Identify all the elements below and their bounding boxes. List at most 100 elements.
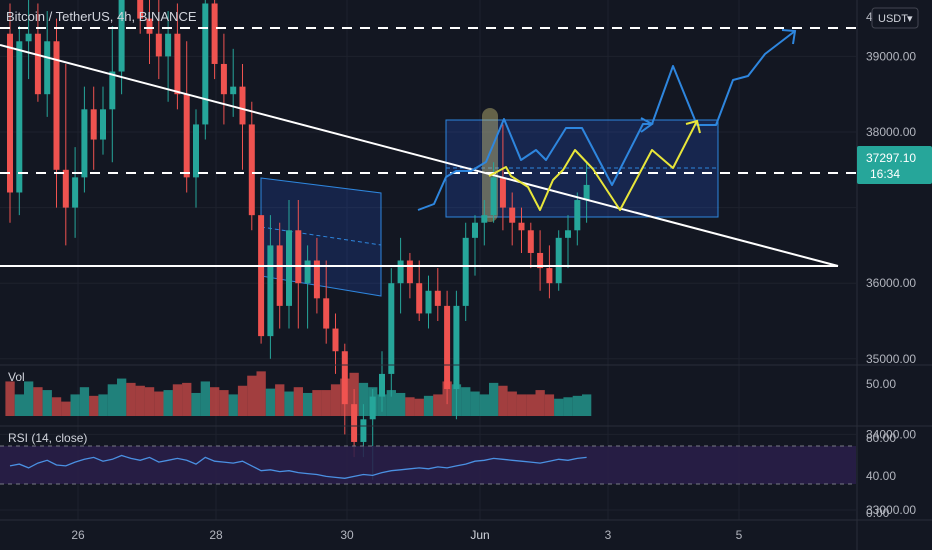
volume-bar	[210, 387, 220, 416]
volume-bar	[461, 387, 471, 416]
candle-body	[518, 222, 525, 231]
last-price-badge: 37297.10 16:34	[857, 146, 932, 184]
candle-body	[211, 3, 218, 64]
candle	[267, 215, 274, 359]
candle-body	[100, 109, 106, 140]
candle	[202, 0, 209, 140]
rsi-label[interactable]: RSI (14, close)	[8, 431, 87, 445]
candle	[62, 63, 69, 246]
candle	[527, 222, 534, 269]
volume-bar	[563, 397, 573, 416]
candle	[81, 86, 88, 193]
candle-body	[276, 245, 283, 306]
blue-arrowhead-mid	[640, 117, 654, 133]
volume-bar	[135, 385, 145, 416]
rsi-tick-80: 80.00	[866, 431, 896, 445]
candle	[44, 11, 51, 117]
candle	[34, 3, 41, 102]
candle-body	[90, 109, 97, 140]
volume-bar	[312, 390, 322, 416]
volume-bar	[479, 394, 489, 416]
time-label-5: 5	[736, 528, 743, 542]
candle	[555, 230, 562, 291]
candle-body	[509, 207, 516, 223]
volume-bar	[275, 384, 285, 416]
volume-bar	[526, 394, 536, 416]
candle-body	[155, 33, 162, 57]
candle	[155, 0, 162, 80]
blue-arrowhead-end	[781, 29, 797, 45]
candle-body	[555, 237, 562, 284]
candle	[53, 18, 60, 208]
candle	[546, 245, 553, 299]
volume-bar	[144, 387, 155, 416]
candle-body	[202, 3, 209, 125]
descending-trendline[interactable]	[0, 44, 839, 267]
candle-body	[286, 230, 292, 306]
candle-body	[481, 215, 488, 223]
volume-bar	[265, 388, 276, 416]
candle-body	[295, 230, 302, 284]
volume-bar	[191, 392, 201, 416]
drawing-layer-front	[0, 27, 856, 267]
candle	[239, 63, 246, 170]
volume-bar	[377, 394, 387, 416]
candle-body	[62, 169, 69, 208]
yellow-arrowhead	[685, 119, 701, 134]
volume-bar	[451, 384, 462, 416]
candle-body	[323, 298, 330, 329]
candle-body	[72, 177, 79, 208]
volume-bar	[330, 384, 341, 416]
volume-bar	[489, 382, 499, 416]
grid-lines	[0, 0, 856, 520]
volume-bar	[117, 378, 127, 416]
candle-body	[499, 177, 506, 208]
volume-bar	[405, 397, 415, 416]
candle-body	[444, 305, 451, 390]
volume-bar	[24, 381, 34, 416]
candle	[416, 260, 423, 321]
volume-bar	[237, 385, 248, 416]
candle-body	[183, 94, 190, 178]
descending-channel-midline	[260, 226, 382, 246]
candle	[518, 207, 525, 253]
candle-body	[416, 283, 423, 314]
candle-body	[25, 33, 32, 42]
price-tick-label: 34000.00	[866, 427, 916, 441]
price-tick-label: 36000.00	[866, 276, 916, 290]
currency-badge[interactable]: USDT ▾	[871, 7, 919, 29]
price-tick-label: 35000.00	[866, 352, 916, 366]
symbol-title[interactable]: Bitcoin / TetherUS, 4h, BINANCE	[6, 9, 197, 24]
volume-bar	[284, 391, 294, 416]
candle-body	[118, 0, 125, 72]
candle	[109, 26, 116, 163]
candle-body	[537, 252, 544, 269]
time-label-jun: Jun	[470, 528, 489, 542]
candle-body	[425, 290, 432, 314]
volume-series	[5, 371, 592, 416]
candle-body	[313, 260, 320, 299]
candle	[481, 200, 488, 246]
candle-body	[174, 33, 181, 95]
candle	[406, 252, 413, 299]
blue-projection-path[interactable]	[417, 30, 796, 211]
candle-body	[16, 41, 23, 193]
candle	[276, 222, 283, 329]
candle	[565, 215, 571, 269]
candle-body	[388, 283, 395, 374]
candle-body	[565, 230, 571, 238]
candle	[425, 275, 432, 329]
candle	[137, 0, 144, 34]
yellow-projection-path[interactable]	[488, 120, 698, 211]
volume-bar	[572, 395, 582, 416]
volume-bar	[358, 382, 369, 416]
volume-bar	[582, 394, 592, 416]
volume-bar	[386, 390, 396, 416]
time-label-3: 3	[605, 528, 612, 542]
time-label-28: 28	[209, 528, 223, 542]
volume-bar	[182, 382, 192, 416]
volume-label[interactable]: Vol	[8, 370, 25, 384]
candle	[220, 33, 227, 125]
candle-body	[453, 305, 460, 390]
